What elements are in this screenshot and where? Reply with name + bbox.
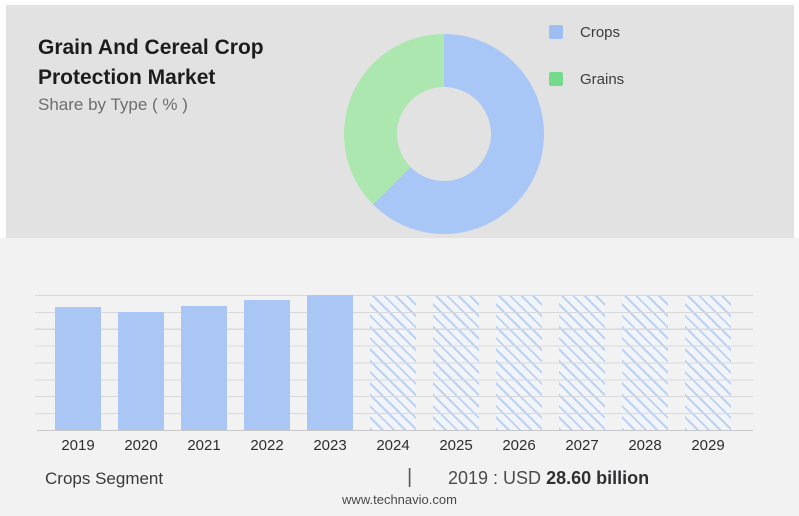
header-card: Grain And Cereal Crop Protection Market … <box>6 5 794 238</box>
x-axis-label-2027: 2027 <box>565 437 599 454</box>
forecast-bar-2029 <box>685 295 731 430</box>
donut-hole <box>397 87 491 181</box>
legend-label-grains: Grains <box>580 70 625 88</box>
grains-color-swatch <box>549 72 563 86</box>
bar-2022 <box>244 300 290 430</box>
market-value-amount: 28.60 billion <box>546 468 650 488</box>
x-axis-label-2020: 2020 <box>124 437 158 454</box>
legend-item-crops: Crops <box>549 23 624 41</box>
x-axis-label-2019: 2019 <box>61 437 95 454</box>
x-axis-label-2023: 2023 <box>313 437 347 454</box>
page-title-line1: Grain And Cereal Crop <box>38 36 264 59</box>
forecast-bar-2027 <box>559 295 605 430</box>
separator: | <box>407 466 413 488</box>
forecast-bar-2024 <box>370 295 416 430</box>
page-subtitle: Share by Type ( % ) <box>38 95 188 114</box>
x-axis-labels: 2019 2020 2021 2022 2023 2024 2025 2026 2027 2028… <box>37 437 753 457</box>
segment-label: Crops Segment <box>45 469 164 488</box>
legend-item-grains: Grains <box>549 70 624 88</box>
market-value: 2019 : USD 28.60 billion <box>448 468 649 489</box>
forecast-bar-2026 <box>496 295 542 430</box>
donut-chart <box>344 34 544 234</box>
bar-2021 <box>181 305 227 430</box>
x-axis-label-2021: 2021 <box>187 437 221 454</box>
page-title: Grain And Cereal Crop Protection Market <box>38 33 264 93</box>
forecast-bar-2028 <box>622 295 668 430</box>
legend: Crops Grains <box>549 23 624 117</box>
bar-2019 <box>55 307 101 430</box>
x-axis-label-2026: 2026 <box>502 437 536 454</box>
page-title-line2: Protection Market <box>38 66 216 89</box>
market-value-prefix: 2019 : USD <box>448 468 542 488</box>
x-axis-label-2028: 2028 <box>628 437 662 454</box>
bar-2023 <box>307 295 353 430</box>
x-axis-label-2025: 2025 <box>439 437 473 454</box>
bar-chart-section: 2019 2020 2021 2022 2023 2024 2025 2026 2027 2028… <box>0 238 799 516</box>
forecast-bar-2025 <box>433 295 479 430</box>
legend-label-crops: Crops <box>580 23 621 41</box>
website-link[interactable]: www.technavio.com <box>342 492 457 507</box>
bar-chart-plot-area <box>35 295 753 431</box>
crops-color-swatch <box>549 25 563 39</box>
x-axis-label-2022: 2022 <box>250 437 284 454</box>
bar-2020 <box>118 311 164 430</box>
x-axis-label-2024: 2024 <box>376 437 410 454</box>
x-axis-label-2029: 2029 <box>691 437 725 454</box>
